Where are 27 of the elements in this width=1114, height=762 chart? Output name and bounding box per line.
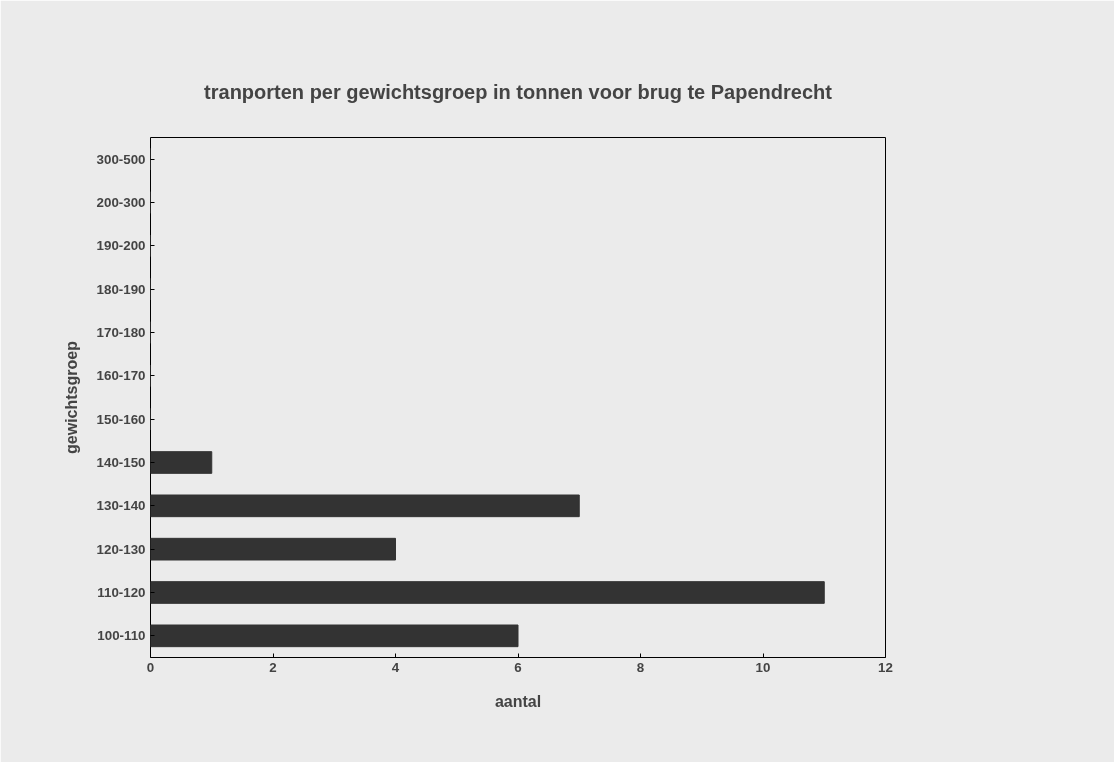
x-tick-label: 2 (269, 659, 277, 675)
bar (150, 494, 580, 518)
y-tick-label: 140-150 (96, 455, 146, 470)
y-tick-label: 110-120 (97, 585, 146, 600)
x-tick-label: 8 (636, 659, 645, 675)
x-tick-label: 12 (878, 659, 893, 675)
x-tick-label: 0 (146, 659, 155, 675)
y-tick-label: 190-200 (96, 238, 146, 254)
y-axis-title: gewichtsgroep (62, 340, 80, 454)
x-tick-label: 10 (755, 659, 771, 675)
bar (150, 581, 825, 604)
y-tick-label: 180-190 (96, 281, 146, 297)
chart-title: tranporten per gewichtsgroep in tonnen voor brug te Papendrecht (204, 80, 833, 103)
bar (150, 451, 213, 474)
y-tick-label: 200-300 (96, 195, 146, 210)
bar (150, 537, 396, 561)
y-tick-label: 120-130 (96, 541, 146, 557)
y-tick-label: 300-500 (96, 151, 146, 167)
y-tick-label: 100-110 (97, 628, 146, 644)
y-tick-label: 160-170 (96, 368, 146, 384)
y-tick-label: 130-140 (96, 498, 146, 514)
y-tick-label: 150-160 (96, 411, 146, 427)
x-axis-title: aantal (494, 692, 542, 710)
x-tick-label: 4 (391, 659, 400, 675)
x-tick-label: 6 (514, 659, 522, 675)
y-tick-label: 170-180 (96, 325, 146, 340)
bar (150, 624, 519, 648)
